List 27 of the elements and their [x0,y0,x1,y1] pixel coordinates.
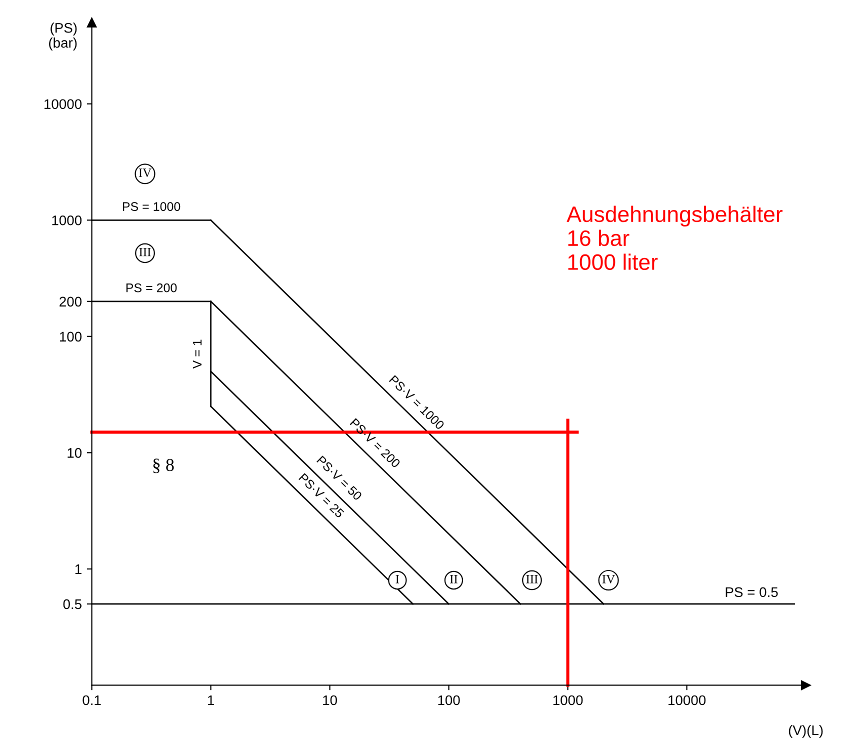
x-tick-label: 1000 [553,695,583,706]
y-tick-label: 200 [60,296,82,307]
annotation: IV [602,575,616,584]
x-tick-label: 1 [208,695,214,706]
y-tick-label: 100 [60,332,82,342]
text: V = 1 [192,340,202,369]
annotation: I [396,575,400,584]
annotation: Ausdehnungsbehälter 16 bar 1000 liter [566,206,782,270]
y-tick-label: 1000 [52,215,82,226]
annotation: III [526,575,538,584]
x-tick-label: 100 [438,695,460,706]
annotation: IV [138,168,152,178]
y-axis-title: (PS) (bar) [49,22,77,50]
x-tick-label: 0.1 [82,695,101,706]
y-tick-label: 0.5 [63,599,82,610]
annotation: PS = 0.5 [726,587,778,598]
series-label: PS = 200 [126,283,177,292]
annotation: § 8 [153,458,174,474]
series-label: PS = 1000 [122,202,180,211]
y-tick-label: 1 [75,564,82,574]
x-axis-title: (V)(L) [788,724,823,738]
x-tick-label: 10 [323,695,337,706]
annotation: III [139,248,151,256]
y-tick-label: 10 [68,448,82,458]
y-tick-label: 10000 [44,99,82,110]
annotation: II [450,575,458,584]
x-tick-label: 10000 [668,695,706,706]
